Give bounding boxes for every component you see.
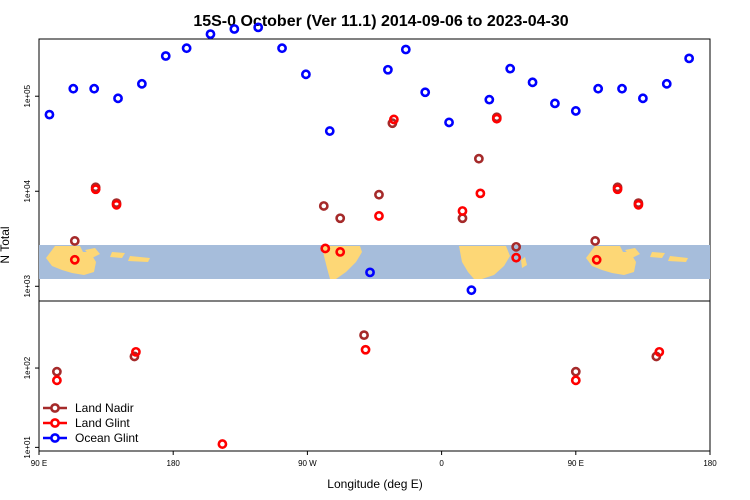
lower-panel-frame [38, 300, 711, 452]
x-axis-ticks: 90 E 180 90 W 0 90 E 180 [31, 451, 717, 468]
data-points [44, 22, 695, 449]
land-glint-point [591, 254, 602, 265]
ocean-glint-point [113, 93, 123, 104]
ocean-glint-point [89, 83, 100, 94]
legend-label-land-nadir: Land Nadir [75, 401, 134, 415]
africa-landmass [459, 246, 510, 279]
islands-right-1 [625, 248, 640, 258]
y-tick-label: 1e+04 [23, 179, 32, 202]
ocean-glint-point [160, 51, 171, 61]
land-glint-point [69, 254, 80, 265]
land-nadir-point [335, 213, 346, 224]
land-glint-point [388, 114, 399, 125]
ocean-glint-point [593, 83, 604, 94]
y-axis-ticks: 1e+01 1e+02 1e+03 1e+04 1e+05 [23, 84, 39, 459]
x-tick-label: 90 E [568, 459, 584, 468]
land-nadir-point [69, 236, 80, 246]
islands-left-2 [110, 252, 125, 258]
ocean-glint-point [550, 98, 560, 109]
land-glint-point [217, 439, 228, 449]
ocean-glint-point [617, 83, 627, 94]
land-glint-point [90, 184, 101, 195]
land-nadir-point [129, 351, 140, 362]
ocean-glint-point [383, 64, 393, 75]
australia-landmass-right [586, 246, 636, 275]
land-glint-point [491, 113, 502, 124]
x-axis-label: Longitude (deg E) [327, 477, 422, 491]
land-glint-point [335, 247, 346, 257]
south-america-landmass [322, 246, 362, 279]
ocean-glint-point [444, 117, 454, 128]
y-tick-label: 1e+05 [23, 84, 32, 107]
madagascar-landmass [521, 257, 527, 268]
land-nadir-point [374, 189, 384, 200]
land-glint-point [111, 199, 122, 210]
legend-label-ocean-glint: Ocean Glint [75, 431, 139, 445]
ocean-glint-point [466, 285, 477, 296]
ocean-glint-point [661, 78, 672, 89]
land-glint-point [475, 188, 486, 199]
land-glint-point [511, 252, 522, 263]
ocean-glint-point [505, 63, 516, 74]
land-glint-point [131, 346, 141, 357]
islands-right-3 [668, 256, 688, 262]
ocean-glint-point [136, 78, 147, 89]
ocean-glint-point [527, 77, 538, 88]
y-axis-label: N Total [0, 226, 12, 263]
legend-label-land-glint: Land Glint [75, 416, 130, 430]
y-tick-label: 1e+03 [23, 274, 32, 297]
land-glint-point [654, 346, 665, 357]
land-nadir-point [511, 241, 522, 252]
ocean-glint-point [277, 43, 287, 54]
land-nadir-point [473, 153, 484, 164]
ocean-glint-point [229, 24, 240, 34]
ocean-glint-point [484, 94, 495, 105]
land-nadir-point [359, 330, 369, 341]
x-tick-label: 90 W [298, 459, 317, 468]
x-tick-label: 180 [167, 459, 181, 468]
ocean-glint-point [253, 22, 264, 33]
x-tick-label: 90 E [31, 459, 47, 468]
land-glint-point [51, 375, 62, 386]
ocean-glint-point [324, 126, 335, 136]
legend-marker-land-glint [50, 418, 60, 428]
land-glint-point [374, 211, 384, 221]
islands-left-3 [128, 256, 150, 262]
land-glint-point [570, 375, 581, 386]
ocean-glint-point [301, 69, 311, 80]
land-nadir-point [318, 201, 329, 211]
ocean-glint-point [181, 43, 192, 54]
land-nadir-point [590, 236, 601, 246]
ocean-glint-point [365, 267, 375, 278]
ocean-glint-point [638, 93, 648, 104]
land-glint-point [612, 184, 623, 195]
y-tick-label: 1e+01 [23, 436, 32, 459]
islands-left-1 [85, 248, 100, 258]
land-glint-point [633, 199, 644, 210]
ocean-glint-point [684, 53, 695, 64]
ocean-glint-point [420, 87, 431, 98]
legend-marker-land-nadir [50, 403, 60, 413]
land-glint-point [320, 243, 331, 254]
ocean-glint-point [68, 83, 79, 94]
x-tick-label: 0 [439, 459, 444, 468]
islands-right-2 [650, 252, 665, 258]
chart-title: 15S-0 October (Ver 11.1) 2014-09-06 to 2… [193, 13, 568, 30]
land-glint-point [457, 206, 468, 216]
ocean-glint-point [570, 106, 581, 116]
ocean-glint-point [400, 44, 411, 55]
x-tick-label: 180 [703, 459, 717, 468]
land-nadir-point [51, 366, 62, 377]
land-nadir-point [570, 366, 581, 377]
ocean-glint-point [205, 29, 216, 40]
legend-marker-ocean-glint [50, 433, 60, 443]
ocean-glint-point [44, 109, 55, 120]
land-glint-point [360, 344, 371, 355]
y-tick-label: 1e+02 [23, 356, 32, 379]
